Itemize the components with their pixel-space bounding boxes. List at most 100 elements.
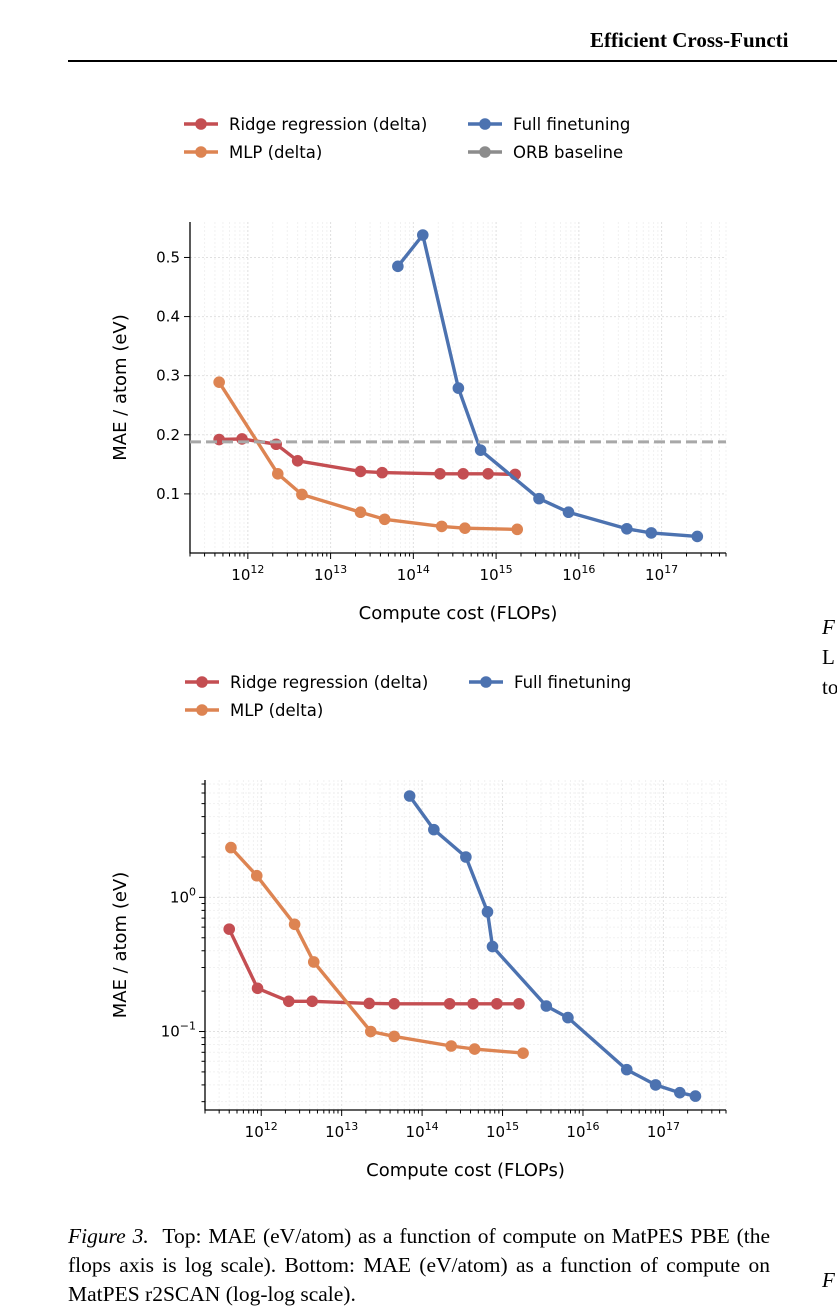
top-series-mlp-delta-point — [435, 520, 448, 533]
top-series-mlp-delta-point — [354, 506, 367, 519]
bottom-series-mlp-delta-point — [468, 1043, 481, 1055]
bottom-series-full-finetuning-point — [649, 1079, 662, 1091]
bottom-legend: Ridge regression (delta) Full finetuning M… — [185, 673, 631, 720]
side-fragment-2: L — [822, 645, 835, 669]
side-fragment-1: F — [822, 615, 835, 639]
top-series-mlp-delta-point — [271, 467, 284, 480]
top-legend: Ridge regression (delta) Full finetuning M… — [184, 115, 630, 162]
bottom-series-full-finetuning-point — [674, 1086, 686, 1099]
bottom-x-tick-label-14: 1014 — [406, 1120, 439, 1141]
top-series-full-finetuning-point — [416, 229, 429, 241]
bottom-legend-swatch-marker — [480, 676, 492, 688]
bottom-series-ridge-regression-delta-point — [363, 997, 376, 1010]
top-x-tick-label-17: 1017 — [645, 563, 678, 584]
top-series-ridge-regression-delta-line — [217, 437, 517, 477]
top-series-full-finetuning-point — [645, 527, 658, 539]
top-series-mlp-delta-point — [511, 523, 524, 536]
side-fragment-3: to — [822, 675, 837, 699]
bottom-series-mlp-delta-point — [517, 1047, 529, 1059]
bottom-chart: 1012 1013 1014 1015 1016 1017 10−1 100 Compute c… — [110, 673, 727, 1180]
bottom-x-tick-label-12: 1012 — [245, 1120, 278, 1141]
top-legend-swatch-marker — [479, 118, 491, 130]
top-x-tick-label-13: 1013 — [314, 563, 347, 584]
top-series-full-finetuning-point — [562, 506, 575, 519]
top-legend-swatch-marker — [195, 146, 207, 158]
top-series-full-finetuning-point — [452, 382, 465, 394]
top-y-tick-label-0-5: 0.5 — [156, 248, 180, 266]
bottom-legend-label-ridge-regression-delta: Ridge regression (delta) — [230, 673, 428, 692]
bottom-series-ridge-regression-delta-point — [467, 997, 479, 1010]
top-chart: 1012 1013 1014 1015 1016 1017 0.1 0.2 0.3 0.4 0.5 C… — [110, 115, 727, 624]
top-y-tick-label-0-4: 0.4 — [156, 308, 180, 326]
bottom-series-mlp-delta-point — [445, 1040, 457, 1052]
bottom-series-full-finetuning-point — [428, 823, 440, 836]
top-y-axis-label: MAE / atom (eV) — [110, 314, 131, 461]
top-x-tick-label-14: 1014 — [397, 563, 430, 584]
top-series-ridge-regression-delta-point — [376, 466, 388, 479]
bottom-series-ridge-regression-delta-point — [443, 997, 456, 1010]
bottom-series-full-finetuning-point — [486, 940, 499, 953]
bottom-y-tick-label-10-1: 10−1 — [161, 1020, 196, 1041]
bottom-y-axis-label: MAE / atom (eV) — [110, 872, 131, 1019]
bottom-legend-label-mlp-delta: MLP (delta) — [230, 701, 323, 720]
top-series-full-finetuning-point — [691, 530, 704, 543]
top-x-axis-label: Compute cost (FLOPs) — [359, 603, 558, 624]
top-x-tick-label-16: 1016 — [562, 563, 595, 584]
top-series-mlp-delta-point — [296, 488, 308, 501]
top-series-mlp-delta-line — [217, 380, 519, 532]
bottom-legend-swatch-marker — [196, 704, 208, 716]
bottom-series-ridge-regression-delta-point — [491, 997, 503, 1010]
top-series-ridge-regression-delta-point — [213, 433, 225, 446]
bottom-series-mlp-delta-point — [288, 918, 301, 931]
top-legend-label-full-finetuning: Full finetuning — [513, 115, 630, 134]
bottom-series-mlp-delta-point — [307, 956, 320, 968]
bottom-series-mlp-delta-point — [388, 1030, 401, 1043]
bottom-series-mlp-delta-point — [225, 841, 237, 854]
bottom-x-tick-label-17: 1017 — [647, 1120, 680, 1141]
bottom-legend-swatch-marker — [196, 676, 208, 688]
bottom-legend-label-full-finetuning: Full finetuning — [514, 673, 631, 692]
top-series-full-finetuning-point — [621, 522, 633, 535]
top-series-full-finetuning-point — [533, 492, 545, 505]
bottom-x-axis-label: Compute cost (FLOPs) — [366, 1160, 565, 1180]
bottom-series-ridge-regression-delta-point — [223, 923, 236, 935]
bottom-series-full-finetuning-point — [481, 906, 494, 918]
bottom-series-full-finetuning-point — [689, 1090, 702, 1102]
top-series-mlp-delta-point — [378, 513, 391, 526]
top-series-full-finetuning-point — [474, 444, 487, 456]
bottom-series-full-finetuning-point — [562, 1011, 574, 1024]
bottom-series-ridge-regression-delta-point — [513, 997, 525, 1010]
bottom-series-mlp-delta-point — [250, 869, 263, 882]
bottom-series-ridge-regression-delta-point — [282, 995, 295, 1008]
bottom-series-full-finetuning-point — [540, 1000, 553, 1012]
top-series-ridge-regression-delta-point — [291, 454, 304, 467]
top-legend-swatch-marker — [479, 146, 491, 158]
bottom-series-mlp-delta-point — [364, 1025, 377, 1038]
top-grid — [189, 222, 727, 553]
page-header-title: Efficient Cross-Functi — [590, 28, 789, 52]
top-series-ridge-regression-delta-point — [457, 467, 469, 480]
bottom-series-full-finetuning-point — [620, 1063, 633, 1076]
bottom-series-ridge-regression-delta-point — [251, 982, 264, 995]
top-series-full-finetuning-point — [392, 260, 404, 273]
header-rule — [68, 60, 837, 62]
top-legend-label-ridge-regression-delta: Ridge regression (delta) — [229, 115, 427, 134]
bottom-grid — [204, 780, 727, 1110]
bottom-x-tick-label-15: 1015 — [486, 1120, 519, 1141]
top-x-tick-label-12: 1012 — [231, 563, 264, 584]
bottom-y-tick-label-100: 100 — [170, 885, 196, 906]
bottom-series-full-finetuning-point — [460, 851, 472, 863]
top-series-mlp-delta-point — [459, 522, 471, 534]
bottom-x-tick-label-16: 1016 — [566, 1120, 599, 1141]
bottom-series-ridge-regression-delta-point — [388, 997, 401, 1010]
top-y-tick-label-0-3: 0.3 — [156, 367, 180, 385]
bottom-series-ridge-regression-delta-line — [227, 927, 521, 1006]
bottom-series-full-finetuning-point — [403, 790, 416, 802]
top-y-tick-label-0-1: 0.1 — [156, 485, 180, 503]
bottom-series-ridge-regression-delta-point — [306, 995, 318, 1008]
top-x-tick-label-15: 1015 — [480, 563, 513, 584]
top-series-mlp-delta-point — [213, 376, 225, 388]
top-y-tick-label-0-2: 0.2 — [156, 426, 180, 444]
bottom-x-tick-label-13: 1013 — [325, 1120, 358, 1141]
caption-text: Top: MAE (eV/atom) as a function of comp… — [68, 1224, 771, 1306]
